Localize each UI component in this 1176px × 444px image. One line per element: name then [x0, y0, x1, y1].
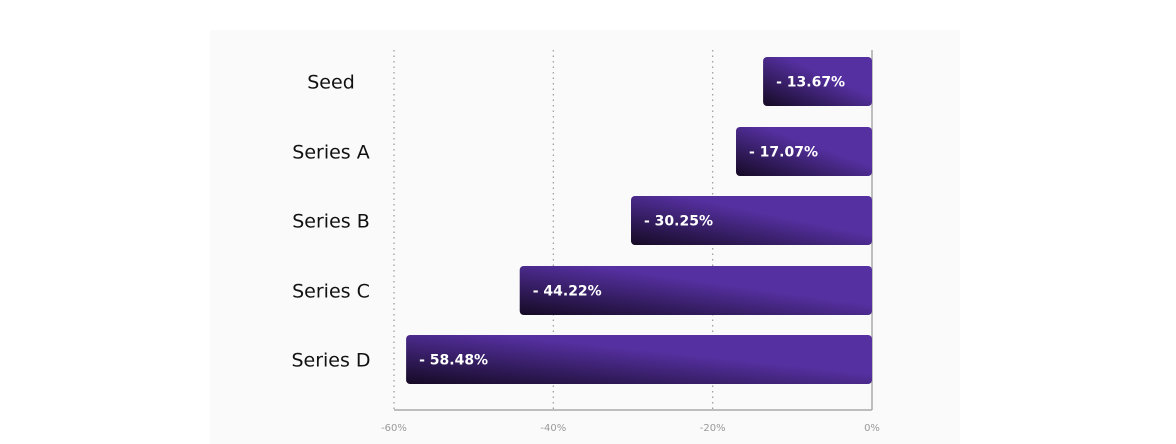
bar-value-label: - 17.07%: [749, 145, 818, 161]
x-tick-label: -60%: [381, 423, 407, 434]
category-label: Series C: [292, 281, 370, 303]
category-label: Series D: [291, 350, 370, 372]
x-tick-label: -40%: [540, 423, 566, 434]
bar: [406, 335, 872, 384]
bar: [519, 266, 872, 315]
bar-value-label: - 30.25%: [644, 214, 713, 230]
bar: [763, 57, 872, 106]
bar-value-label: - 44.22%: [533, 284, 602, 300]
bar: [736, 127, 872, 176]
category-label: Series A: [292, 142, 369, 164]
category-label: Seed: [307, 72, 355, 94]
bar-value-label: - 58.48%: [419, 353, 488, 369]
category-label: Series B: [292, 211, 370, 233]
bar: [631, 196, 872, 245]
x-tick-label: 0%: [864, 423, 880, 434]
x-tick-label: -20%: [700, 423, 726, 434]
bar-value-label: - 13.67%: [776, 75, 845, 91]
